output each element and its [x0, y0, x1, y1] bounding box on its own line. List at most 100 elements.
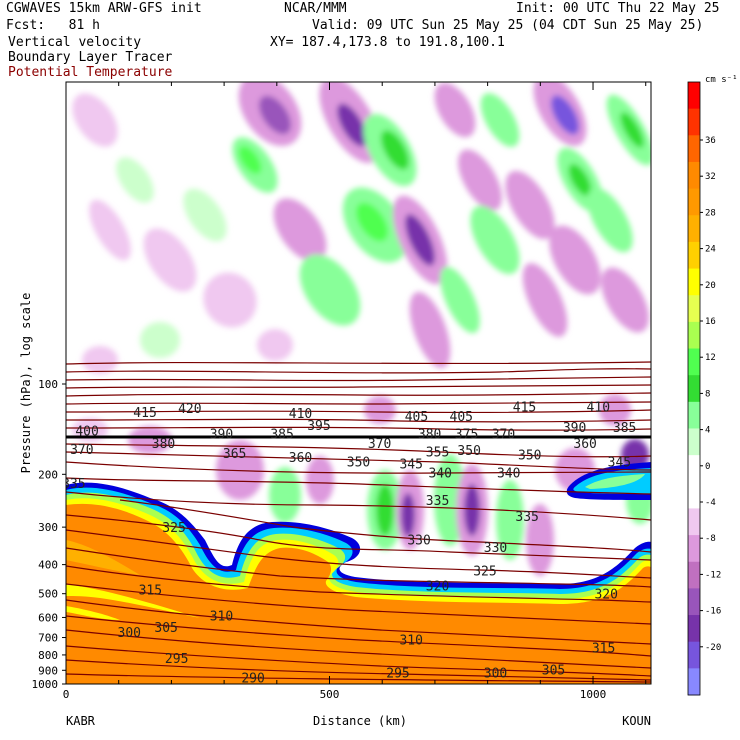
y-tick-label: 800: [38, 649, 58, 662]
y-tick-label: 600: [38, 611, 58, 624]
y-tick-label: 300: [38, 521, 58, 534]
colorbar-label: -16: [705, 607, 721, 617]
contour-label: 315: [139, 584, 162, 599]
contour-label: 325: [473, 564, 496, 579]
valid-time: Valid: 09 UTC Sun 25 May 25 (04 CDT Sun …: [312, 18, 704, 33]
y-tick-label: 900: [38, 664, 58, 677]
colorbar-swatch: [688, 641, 700, 669]
contour-label: 400: [75, 425, 98, 440]
field-vertical-velocity: Vertical velocity: [8, 35, 142, 50]
contour-label: 300: [118, 626, 141, 641]
colorbar-swatch: [688, 508, 700, 536]
y-tick-label: 400: [38, 559, 58, 572]
contour-label: 390: [210, 427, 233, 442]
contour-label: 365: [223, 447, 246, 462]
contour-label: 290: [241, 671, 264, 686]
plot-frame: [65, 81, 652, 685]
xy-endpoints: XY= 187.4,173.8 to 191.8,100.1: [270, 35, 505, 50]
contour-label: 310: [399, 633, 422, 648]
colorbar-label: 20: [705, 281, 716, 291]
colorbar-swatch: [688, 108, 700, 136]
contour-label: 360: [573, 437, 596, 452]
y-tick-label: 700: [38, 632, 58, 645]
colorbar-label: 36: [705, 136, 716, 146]
contour-label: 375: [455, 427, 478, 442]
colorbar-swatch: [688, 401, 700, 429]
colorbar-swatch: [688, 188, 700, 216]
contour-label: 380: [152, 437, 175, 452]
colorbar-swatch: [688, 268, 700, 296]
contour-label: 295: [165, 652, 188, 667]
contour-label: 300: [484, 666, 507, 681]
colorbar-unit: cm s⁻¹: [705, 75, 738, 85]
contour-label: 320: [426, 580, 449, 595]
colorbar-label: 8: [705, 389, 710, 399]
colorbar-label: -20: [705, 643, 721, 653]
contour-label: 385: [270, 427, 293, 442]
colorbar-swatch: [688, 161, 700, 190]
colorbar-label: 28: [705, 208, 716, 218]
y-axis-label: Pressure (hPa), log scale: [19, 293, 33, 474]
contour-label: 405: [405, 410, 428, 425]
y-tick-label: 200: [38, 468, 58, 481]
colorbar-label: 16: [705, 317, 716, 327]
model-title: CGWAVES 15km ARW-GFS init: [6, 1, 202, 16]
colorbar-label: -8: [705, 534, 716, 544]
x-tick-label: 500: [320, 688, 340, 701]
colorbar-label: 0: [705, 462, 710, 472]
contour-label: 325: [162, 521, 185, 536]
contour-label: 360: [289, 451, 312, 466]
colorbar-swatch: [688, 428, 700, 456]
colorbar-swatch: [688, 535, 700, 563]
contour-label: 385: [613, 421, 636, 436]
init-time: Init: 00 UTC Thu 22 May 25: [516, 1, 720, 16]
contour-label: 370: [492, 427, 515, 442]
contour-label: 340: [428, 466, 451, 481]
contour-label: 330: [407, 534, 430, 549]
colorbar-swatch: [688, 615, 700, 643]
contour-label: 415: [133, 406, 156, 421]
colorbar-label: 32: [705, 172, 716, 182]
contour-label: 355: [426, 446, 449, 461]
field-potential-temperature: Potential Temperature: [8, 65, 173, 80]
contour-label: 370: [368, 437, 391, 452]
colorbar-swatch: [688, 135, 700, 163]
contour-label: 345: [399, 457, 422, 472]
contour-label: 330: [484, 541, 507, 556]
contour-label: 335: [515, 510, 538, 525]
colorbar-swatch: [688, 82, 700, 110]
colorbar-swatch: [688, 588, 700, 616]
contour-label: 410: [587, 401, 610, 416]
contour-label: 405: [450, 410, 473, 425]
colorbar-swatch: [688, 348, 700, 376]
contour-label: 420: [178, 402, 201, 417]
endpoint-right: KOUN: [622, 714, 651, 728]
contour-label: 350: [457, 444, 480, 459]
contour-label: 380: [418, 427, 441, 442]
colorbar-label: -12: [705, 570, 721, 580]
colorbar-swatch: [688, 375, 700, 403]
y-tick-label: 1000: [32, 678, 59, 691]
org-label: NCAR/MMM: [284, 1, 347, 16]
contour-label: 345: [608, 455, 631, 470]
colorbar-swatch: [688, 215, 700, 243]
contour-label: 295: [386, 666, 409, 681]
y-tick-label: 500: [38, 588, 58, 601]
potential-temperature-contours: [66, 361, 651, 683]
contour-label: 390: [563, 421, 586, 436]
colorbar-label: 4: [705, 426, 710, 436]
colorbar-swatch: [688, 455, 700, 483]
contour-label: 350: [347, 455, 370, 470]
contour-label: 310: [210, 609, 233, 624]
x-tick-label: 1000: [580, 688, 607, 701]
y-tick-label: 100: [38, 378, 58, 391]
contour-label: 415: [513, 401, 536, 416]
contour-label: 395: [307, 419, 330, 434]
colorbar-label: 12: [705, 353, 716, 363]
contour-label: 340: [497, 466, 520, 481]
contour-label: 305: [154, 621, 177, 636]
contour-label: 410: [289, 407, 312, 422]
x-tick-label: 0: [63, 688, 70, 701]
colorbar-swatch: [688, 241, 700, 270]
colorbar-label: 24: [705, 245, 716, 255]
